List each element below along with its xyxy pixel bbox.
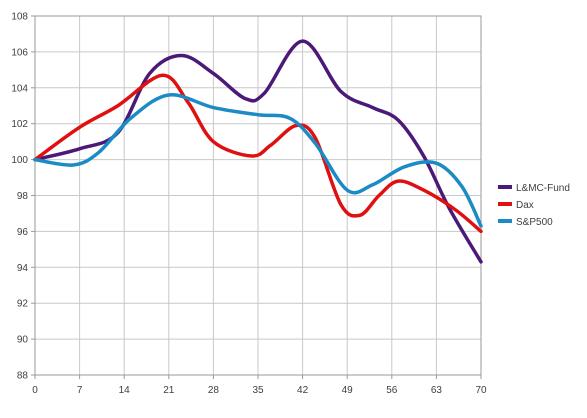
axes <box>31 15 482 379</box>
y-tick-label: 88 <box>17 371 29 382</box>
legend-label-sp500: S&P500 <box>516 217 553 228</box>
y-tick-label: 96 <box>17 227 29 238</box>
x-tick-label: 42 <box>297 385 309 396</box>
y-axis-tick-labels: 88 90 92 94 96 98 100 102 104 106 108 <box>11 12 28 382</box>
y-tick-label: 106 <box>11 47 28 58</box>
x-tick-label: 21 <box>163 385 175 396</box>
y-tick-label: 90 <box>17 335 29 346</box>
legend-label-dax: Dax <box>516 200 534 211</box>
y-tick-label: 98 <box>17 191 29 202</box>
x-tick-label: 70 <box>475 385 487 396</box>
legend: L&MC-Fund Dax S&P500 <box>498 183 570 228</box>
x-axis-tick-labels: 0 7 14 21 28 35 42 49 56 63 70 <box>32 385 487 396</box>
series-lines <box>33 39 483 264</box>
legend-label-lmc-fund: L&MC-Fund <box>516 183 570 194</box>
series-line-dax <box>33 73 483 234</box>
x-tick-label: 28 <box>208 385 220 396</box>
series-line-lmc-fund <box>33 39 483 264</box>
y-tick-label: 102 <box>11 119 28 130</box>
y-tick-label: 94 <box>17 263 29 274</box>
x-tick-label: 63 <box>431 385 443 396</box>
y-tick-label: 92 <box>17 299 29 310</box>
x-tick-label: 14 <box>119 385 131 396</box>
series-line-sp500 <box>33 93 483 228</box>
x-tick-label: 49 <box>342 385 354 396</box>
y-tick-label: 108 <box>11 12 28 23</box>
x-tick-label: 35 <box>252 385 264 396</box>
x-tick-label: 0 <box>32 385 38 396</box>
y-tick-label: 104 <box>11 83 28 94</box>
plot-area-border <box>34 15 482 376</box>
y-tick-label: 100 <box>11 155 28 166</box>
x-tick-label: 56 <box>386 385 398 396</box>
x-tick-label: 7 <box>77 385 83 396</box>
